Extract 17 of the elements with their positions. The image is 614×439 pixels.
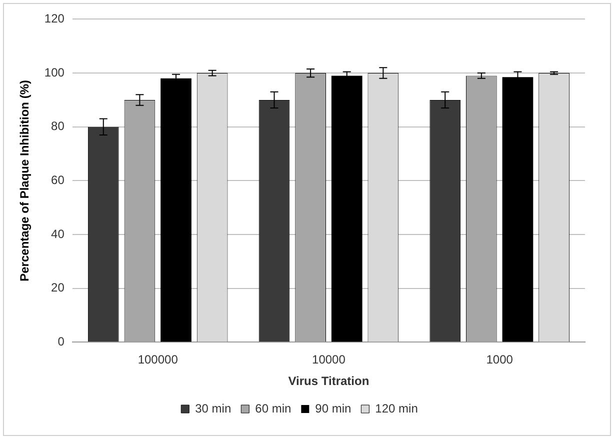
legend-label: 90 min — [315, 401, 352, 416]
x-tick-label: 1000 — [486, 352, 514, 367]
y-axis-title: Percentage of Plaque Inhibition (%) — [18, 80, 32, 282]
legend-label: 120 min — [375, 401, 418, 416]
bar — [160, 78, 192, 342]
y-tick-label: 40 — [51, 226, 65, 241]
x-axis-title: Virus Titration — [288, 374, 370, 388]
x-tick-label: 100000 — [138, 352, 178, 367]
legend-label: 30 min — [195, 401, 232, 416]
y-tick-label: 80 — [51, 119, 65, 134]
y-tick-label: 20 — [51, 280, 65, 295]
x-tick-label: 10000 — [312, 352, 346, 367]
y-tick-label: 0 — [58, 334, 65, 349]
y-tick-label: 60 — [51, 173, 65, 188]
y-tick-label: 120 — [44, 12, 65, 26]
legend-label: 60 min — [255, 401, 292, 416]
y-tick-label: 100 — [44, 65, 65, 80]
